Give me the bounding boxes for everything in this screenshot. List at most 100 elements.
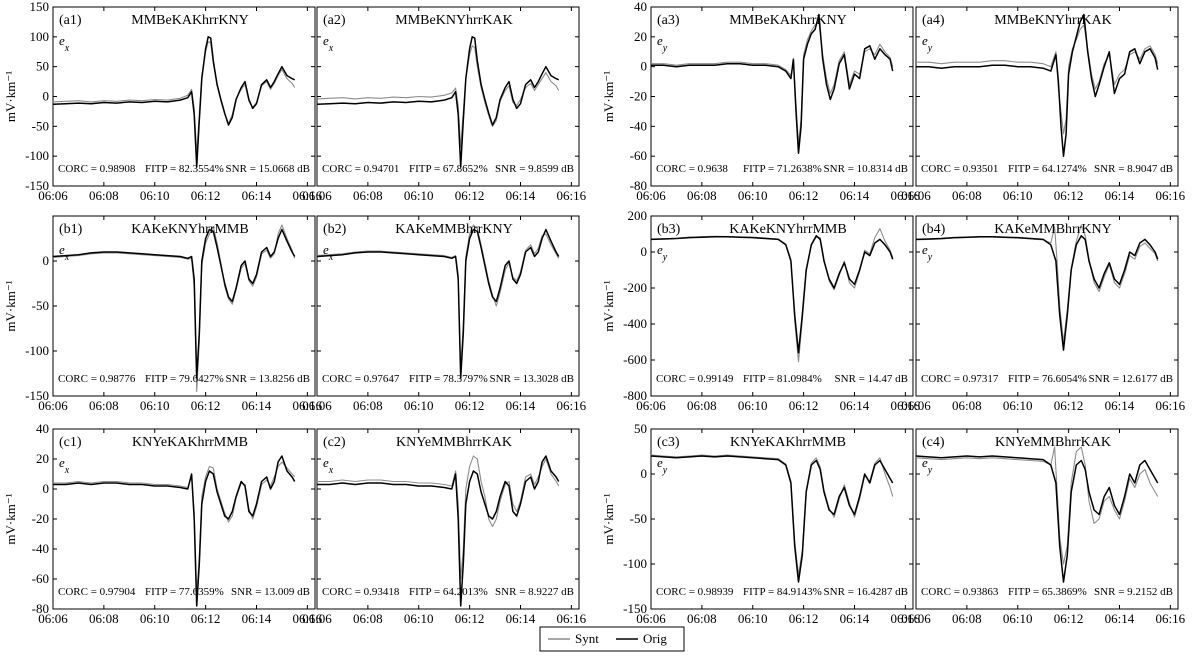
- x-tick-label: 06:12: [1054, 611, 1084, 626]
- plot-frame: [915, 6, 1179, 187]
- x-tick-label: 06:08: [353, 398, 383, 413]
- component-subscript: y: [927, 465, 933, 476]
- plot-frame: [650, 6, 914, 187]
- stat-corc: CORC = 0.93863: [921, 586, 999, 598]
- x-tick-label: 06:16: [891, 188, 921, 203]
- stat-fitp: FITP = 64.2013%: [409, 586, 488, 598]
- stat-corc: CORC = 0.98908: [58, 163, 136, 175]
- stat-corc: CORC = 0.97904: [58, 586, 136, 598]
- x-tick-label: 06:10: [1003, 398, 1033, 413]
- x-tick-label: 06:06: [302, 398, 332, 413]
- x-tick-label: 06:08: [353, 188, 383, 203]
- series-line-synt: [316, 45, 560, 148]
- stat-corc: CORC = 0.97647: [322, 373, 400, 385]
- series-line-orig: [53, 455, 296, 607]
- y-tick-label: -60: [32, 571, 49, 586]
- panel-tag: (b4): [922, 222, 946, 237]
- y-tick-label: -20: [32, 511, 49, 526]
- y-tick-label: 40: [36, 421, 49, 436]
- stat-corc: CORC = 0.99149: [656, 373, 734, 385]
- series-line-orig: [316, 36, 560, 168]
- panel-title: KNYeKAKhrrMMB: [730, 435, 846, 450]
- x-tick-label: 06:12: [1054, 398, 1084, 413]
- series-line-orig: [52, 228, 296, 379]
- series-line-orig: [651, 13, 894, 154]
- y-tick-label: 50: [634, 421, 647, 436]
- panel-tag: (c4): [922, 435, 945, 450]
- stat-fitp: FITP = 82.3554%: [145, 163, 224, 175]
- x-tick-label: 06:12: [455, 611, 485, 626]
- y-axis-label: mV·km⁻¹: [601, 493, 616, 544]
- x-tick-label: 06:16: [293, 611, 323, 626]
- x-tick-label: 06:06: [901, 398, 931, 413]
- y-tick-label: -800: [623, 388, 647, 403]
- panel-tag: (c2): [323, 435, 346, 450]
- y-axis-label: mV·km⁻¹: [601, 280, 616, 331]
- stat-snr: SNR = 8.9047 dB: [1094, 163, 1173, 175]
- panel-tag: (b1): [59, 222, 83, 237]
- y-tick-label: 40: [634, 0, 647, 14]
- x-tick-label: 06:10: [140, 611, 170, 626]
- x-tick-label: 06:14: [506, 188, 536, 203]
- panel-tag: (c1): [59, 435, 82, 450]
- x-tick-label: 06:16: [891, 611, 921, 626]
- series-line-synt: [52, 224, 296, 393]
- panel-title: KAKeMMBhrrKNY: [395, 222, 512, 237]
- x-tick-label: 06:08: [353, 611, 383, 626]
- x-tick-label: 06:10: [1003, 611, 1033, 626]
- series-line-orig: [915, 235, 1159, 351]
- stat-snr: SNR = 9.8599 dB: [495, 163, 574, 175]
- x-tick-label: 06:14: [840, 398, 870, 413]
- y-tick-label: -100: [623, 556, 647, 571]
- y-tick-label: 0: [641, 244, 648, 259]
- x-tick-label: 06:16: [293, 398, 323, 413]
- legend: Synt Orig: [539, 626, 685, 652]
- panel-title: KNYeMMBhrrKAK: [995, 435, 1111, 450]
- component-subscript: x: [64, 43, 70, 54]
- stat-snr: SNR = 15.0668 dB: [226, 163, 310, 175]
- y-tick-label: -50: [32, 118, 49, 133]
- series-line-orig: [650, 235, 894, 354]
- y-tick-label: -150: [25, 178, 49, 193]
- stat-fitp: FITP = 76.6054%: [1008, 373, 1087, 385]
- stat-fitp: FITP = 64.1274%: [1008, 163, 1087, 175]
- y-tick-label: 50: [36, 59, 49, 74]
- component-label: ey: [657, 242, 668, 263]
- x-tick-label: 06:12: [191, 398, 221, 413]
- stat-fitp: FITP = 71.2638%: [743, 163, 822, 175]
- x-tick-label: 06:12: [191, 611, 221, 626]
- panel-tag: (a1): [59, 13, 82, 28]
- stat-snr: SNR = 14.47 dB: [835, 373, 908, 385]
- series-line-synt: [53, 461, 296, 595]
- x-tick-label: 06:14: [506, 398, 536, 413]
- component-label: ey: [922, 242, 933, 263]
- x-tick-label: 06:14: [1105, 611, 1135, 626]
- y-tick-label: -80: [32, 601, 49, 616]
- x-tick-label: 06:16: [557, 188, 587, 203]
- panel-tag: (a3): [657, 13, 680, 28]
- panel-a3: 06:06 06:08 06:10 06:12 06:14 06:16 -80 -60 -40 -…: [601, 0, 921, 203]
- series-line-synt: [316, 224, 560, 370]
- stat-snr: SNR = 13.8256 dB: [226, 373, 310, 385]
- y-axis-label: mV·km⁻¹: [3, 493, 18, 544]
- y-tick-label: -80: [630, 178, 647, 193]
- stat-fitp: FITP = 81.0984%: [743, 373, 822, 385]
- panel-c3: 06:06 06:08 06:10 06:12 06:14 06:16 -150 -100 -5…: [601, 421, 921, 626]
- panel-title: MMBeKAKhrrKNY: [131, 13, 248, 28]
- panel-title: KNYeMMBhrrKAK: [396, 435, 512, 450]
- plot-frame: [915, 428, 1179, 610]
- x-tick-label: 06:06: [302, 188, 332, 203]
- y-tick-label: 0: [43, 89, 50, 104]
- stat-fitp: FITP = 77.6359%: [145, 586, 224, 598]
- x-tick-label: 06:08: [687, 398, 717, 413]
- panel-title: MMBeKNYhrrKAK: [994, 13, 1111, 28]
- y-axis-label: mV·km⁻¹: [3, 71, 18, 122]
- x-tick-label: 06:12: [455, 188, 485, 203]
- y-tick-label: -150: [623, 601, 647, 616]
- legend-label-orig: Orig: [643, 631, 667, 646]
- stat-corc: CORC = 0.98939: [656, 586, 734, 598]
- series-line-orig: [317, 455, 560, 607]
- y-axis-label: mV·km⁻¹: [601, 71, 616, 122]
- panel-tag: (a4): [922, 13, 945, 28]
- panel-b1: 06:06 06:08 06:10 06:12 06:14 06:16 -150 -100 -5…: [3, 215, 323, 413]
